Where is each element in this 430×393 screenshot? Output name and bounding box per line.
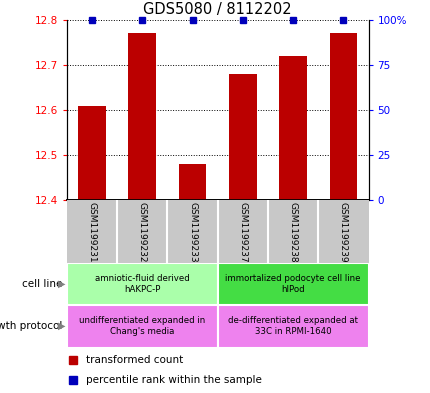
Text: GSM1199231: GSM1199231: [87, 202, 96, 262]
Text: growth protocol: growth protocol: [0, 321, 62, 331]
Bar: [228, 74, 256, 200]
Text: GSM1199239: GSM1199239: [338, 202, 347, 262]
Bar: [78, 105, 105, 200]
Text: ▶: ▶: [58, 279, 66, 289]
Text: ▶: ▶: [58, 321, 66, 331]
Bar: [67, 305, 217, 348]
Text: GSM1199238: GSM1199238: [288, 202, 297, 262]
Bar: [178, 164, 206, 200]
Bar: [217, 263, 368, 305]
Text: percentile rank within the sample: percentile rank within the sample: [86, 375, 262, 386]
Bar: [128, 33, 156, 200]
Text: cell line: cell line: [22, 279, 62, 289]
Text: transformed count: transformed count: [86, 355, 183, 365]
Text: undifferentiated expanded in
Chang's media: undifferentiated expanded in Chang's med…: [79, 316, 205, 336]
Text: GSM1199232: GSM1199232: [138, 202, 146, 262]
Bar: [67, 263, 217, 305]
Text: amniotic-fluid derived
hAKPC-P: amniotic-fluid derived hAKPC-P: [95, 274, 189, 294]
Text: immortalized podocyte cell line
hIPod: immortalized podocyte cell line hIPod: [225, 274, 360, 294]
Bar: [279, 56, 306, 200]
Text: de-differentiated expanded at
33C in RPMI-1640: de-differentiated expanded at 33C in RPM…: [227, 316, 357, 336]
Text: GSM1199233: GSM1199233: [187, 202, 197, 262]
Bar: [329, 33, 356, 200]
Bar: [217, 305, 368, 348]
Title: GDS5080 / 8112202: GDS5080 / 8112202: [143, 2, 291, 17]
Text: GSM1199237: GSM1199237: [238, 202, 247, 262]
